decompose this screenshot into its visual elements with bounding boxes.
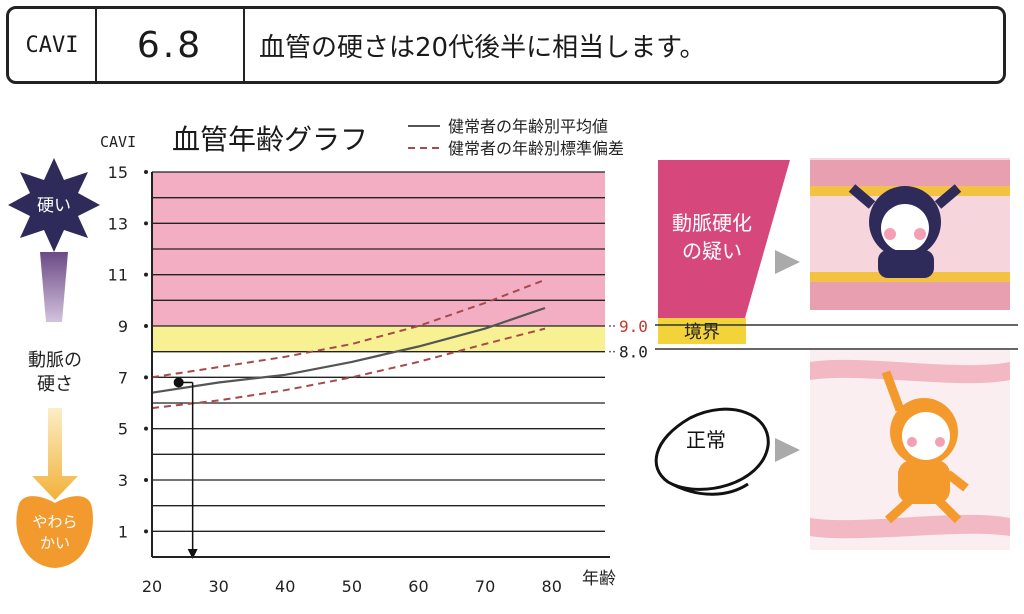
x-tick-label: 60 xyxy=(408,577,428,596)
arrow-up-icon xyxy=(40,252,68,322)
pointer-normal-icon xyxy=(775,438,800,462)
y-tick-label: 9 xyxy=(118,317,128,336)
y-tick-dot xyxy=(144,221,148,226)
y-tick-label: 7 xyxy=(118,368,128,387)
legend-label: 健常者の年齢別平均値 xyxy=(448,117,608,136)
border-zone xyxy=(658,318,746,344)
y-tick-dot xyxy=(144,272,148,277)
zone-band-1 xyxy=(152,326,605,352)
pointer-suspect-icon xyxy=(775,250,800,274)
soft-label-2: かい xyxy=(40,534,70,552)
y-tick-label: 15 xyxy=(108,163,128,182)
x-tick-label: 70 xyxy=(475,577,495,596)
x-tick-label: 30 xyxy=(208,577,228,596)
hard-star-icon xyxy=(8,158,100,252)
y-tick-label: 3 xyxy=(118,471,128,490)
mean-line-0 xyxy=(151,306,546,394)
legend-label: 健常者の年齢別標準偏差 xyxy=(448,139,624,158)
x-tick-label: 20 xyxy=(142,577,162,596)
normal-ring xyxy=(654,407,770,496)
y-tick-dot xyxy=(144,529,148,534)
y-tick-dot xyxy=(144,426,148,431)
y-tick-dot xyxy=(144,478,148,482)
chart-title: 血管年齢グラフ xyxy=(172,123,368,156)
threshold-label: 9.0 xyxy=(619,317,648,336)
result-header: CAVI 6.8 血管の硬さは20代後半に相当します。 xyxy=(6,6,1006,84)
x-tick-label: 80 xyxy=(542,577,562,596)
y-tick-label: 1 xyxy=(118,522,128,541)
threshold-label: 8.0 xyxy=(619,343,648,362)
y-tick-dot xyxy=(144,324,148,328)
y-tick-label: 5 xyxy=(118,420,128,439)
soft-label-1: やわら xyxy=(32,513,77,531)
y-tick-label: 11 xyxy=(108,266,128,285)
normal-label: 正常 xyxy=(686,428,726,452)
x-axis-label: 年齢 xyxy=(582,569,616,589)
y-tick-dot xyxy=(144,375,148,380)
sd-line-1 xyxy=(151,278,546,379)
result-marker xyxy=(173,377,184,388)
chart-y-unit: CAVI xyxy=(100,133,136,151)
suspect-zone xyxy=(658,160,790,318)
border-label: 境界 xyxy=(684,322,720,343)
middle-label-2: 硬さ xyxy=(37,374,73,395)
marker-arrow-head xyxy=(187,549,198,559)
x-tick-label: 40 xyxy=(275,577,295,596)
y-tick-label: 13 xyxy=(108,214,128,233)
header-label: CAVI xyxy=(9,9,97,81)
healthy-vessel-illustration xyxy=(810,350,1010,550)
stiff-vessel-illustration xyxy=(810,158,1010,310)
x-tick-label: 50 xyxy=(342,577,362,596)
suspect-label-2: の疑い xyxy=(682,239,742,263)
middle-label-1: 動脈の xyxy=(28,350,82,371)
header-text: 血管の硬さは20代後半に相当します。 xyxy=(259,32,706,63)
y-tick-dot xyxy=(144,170,148,174)
suspect-label-1: 動脈硬化 xyxy=(672,211,752,235)
soft-blob-icon xyxy=(16,496,93,568)
sd-line-2 xyxy=(151,327,546,410)
arrow-down-icon xyxy=(32,408,78,500)
header-value: 6.8 xyxy=(97,9,245,81)
hard-label: 硬い xyxy=(37,196,71,215)
